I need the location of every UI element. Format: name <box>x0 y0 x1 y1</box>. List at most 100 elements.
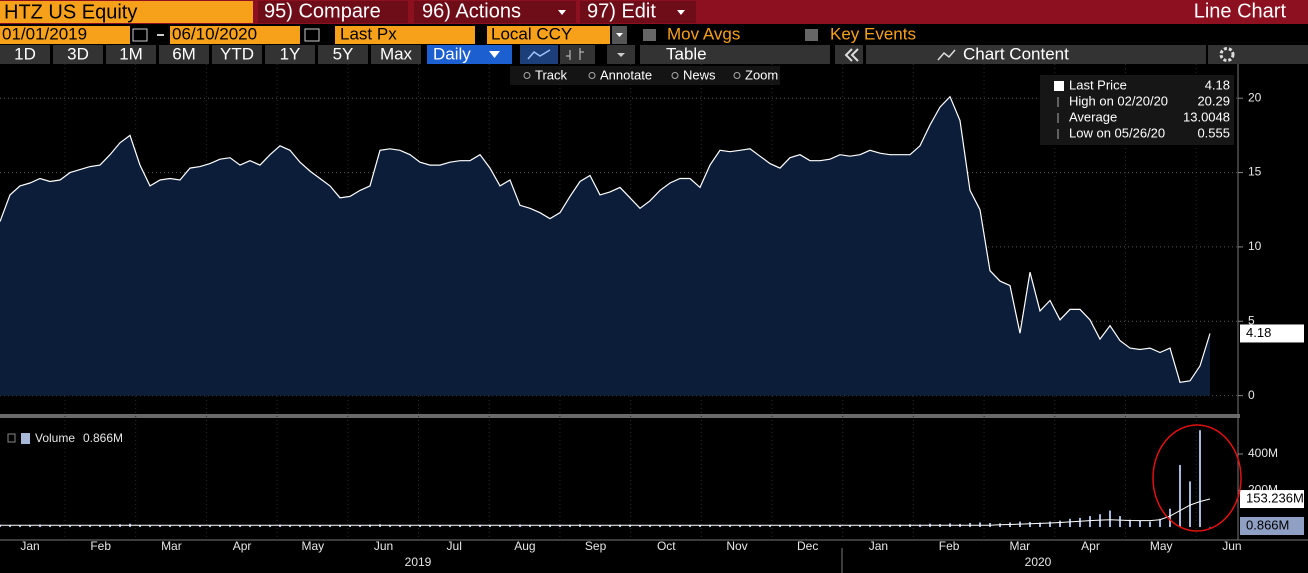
legend-value: 0.555 <box>1197 125 1230 140</box>
security-box[interactable] <box>0 1 253 23</box>
table-button[interactable] <box>640 45 830 64</box>
x-tick-label: Mar <box>1009 539 1030 553</box>
period-button[interactable] <box>371 45 421 64</box>
chart-content-button[interactable] <box>866 45 1206 64</box>
year-label: 2020 <box>1025 555 1052 569</box>
volume-bar <box>199 525 201 528</box>
volume-bar <box>1059 520 1061 528</box>
edit: 97) Edit <box>587 0 656 22</box>
volume-bar <box>0 524 1 528</box>
settings-button[interactable] <box>1208 45 1308 64</box>
currency-field[interactable] <box>487 26 610 44</box>
volume-bar <box>169 525 171 528</box>
volume-bar <box>639 525 641 528</box>
pane-divider[interactable] <box>0 414 1240 418</box>
end-date-field[interactable] <box>170 26 300 44</box>
volume-bar <box>69 525 71 528</box>
period-button[interactable] <box>106 45 156 64</box>
x-tick-label: Jun <box>1222 539 1241 553</box>
actions-button[interactable] <box>414 1 576 23</box>
volume-bar <box>839 525 841 528</box>
volume-bar <box>399 525 401 528</box>
period-button[interactable] <box>212 45 262 64</box>
volume-bar <box>1049 521 1051 528</box>
period: 6M <box>172 44 196 63</box>
volume-bar <box>569 524 571 528</box>
period-button[interactable] <box>159 45 209 64</box>
volume-bar <box>699 525 701 528</box>
volume-bar <box>1099 514 1101 528</box>
checkbox[interactable] <box>643 29 656 41</box>
checkbox[interactable] <box>805 29 818 41</box>
volume-bar <box>109 524 111 528</box>
volume-bar <box>549 524 551 528</box>
volume-bar <box>439 525 441 528</box>
x-tick-label: Dec <box>797 539 818 553</box>
volume-bar <box>539 525 541 528</box>
x-tick-label: Nov <box>726 539 747 553</box>
volume-bar <box>1119 516 1121 528</box>
volume-bar <box>1069 518 1071 528</box>
tool[interactable]: News <box>683 67 716 82</box>
volume-bar <box>59 525 61 528</box>
volume-bar <box>609 525 611 528</box>
tool-icon <box>523 72 531 79</box>
volume-bar <box>1089 516 1091 528</box>
volume-bar <box>79 525 81 528</box>
volume-bar <box>729 525 731 528</box>
tool[interactable]: Track <box>535 67 568 82</box>
y-tick-label: 10 <box>1248 239 1262 253</box>
volume-bar <box>669 525 671 528</box>
security: HTZ US Equity <box>4 1 137 23</box>
volume-bar <box>759 525 761 528</box>
start-date-field[interactable] <box>0 26 130 44</box>
volume-bar <box>459 525 461 528</box>
tool[interactable]: Annotate <box>600 67 652 82</box>
volume-bar <box>629 524 631 528</box>
bar-chart-icon[interactable] <box>560 45 595 64</box>
volume-bar <box>449 525 451 528</box>
volume-bar <box>709 524 711 528</box>
x-tick-label: Aug <box>514 539 535 553</box>
volume-bar <box>519 524 521 528</box>
volume-bar <box>529 524 531 528</box>
collapse-button[interactable] <box>835 45 863 64</box>
volume-bar <box>39 524 41 528</box>
volume-bar <box>1029 521 1031 528</box>
period: YTD <box>220 44 254 63</box>
edit-button[interactable] <box>580 1 696 23</box>
calendar-icon[interactable] <box>132 28 148 42</box>
legend-value: 20.29 <box>1197 93 1230 108</box>
period-button[interactable] <box>53 45 103 64</box>
volume-bar <box>1079 517 1081 528</box>
period-button[interactable] <box>265 45 315 64</box>
legend-box <box>1040 75 1234 145</box>
volume-bar <box>649 525 651 528</box>
volume-bar <box>1139 520 1141 528</box>
period: 1Y <box>280 44 301 63</box>
volume-bar <box>19 525 21 528</box>
volume-bar <box>689 525 691 528</box>
period-button[interactable] <box>0 45 50 64</box>
x-tick-label: Sep <box>585 539 607 553</box>
volume-bar <box>589 525 591 528</box>
volume-tag <box>1240 517 1304 535</box>
volume-bar <box>879 525 881 528</box>
volume-bar <box>9 525 11 528</box>
price-field[interactable] <box>335 26 475 44</box>
legend-value: 4.18 <box>1205 77 1230 92</box>
volume-bar <box>719 525 721 528</box>
volume-bar <box>749 525 751 528</box>
legend-label: High on 02/20/20 <box>1069 93 1168 108</box>
calendar-icon[interactable] <box>304 28 320 42</box>
volume-bar <box>769 525 771 528</box>
volume-bar <box>559 525 561 528</box>
compare-button[interactable] <box>258 1 408 23</box>
x-tick-label: Mar <box>161 539 182 553</box>
period-button[interactable] <box>318 45 368 64</box>
tool[interactable]: Zoom <box>745 67 778 82</box>
last-price-tag <box>1240 324 1304 343</box>
x-tick-label: Oct <box>657 539 676 553</box>
x-tick-label: Jul <box>447 539 462 553</box>
frequency-button[interactable] <box>427 45 512 64</box>
